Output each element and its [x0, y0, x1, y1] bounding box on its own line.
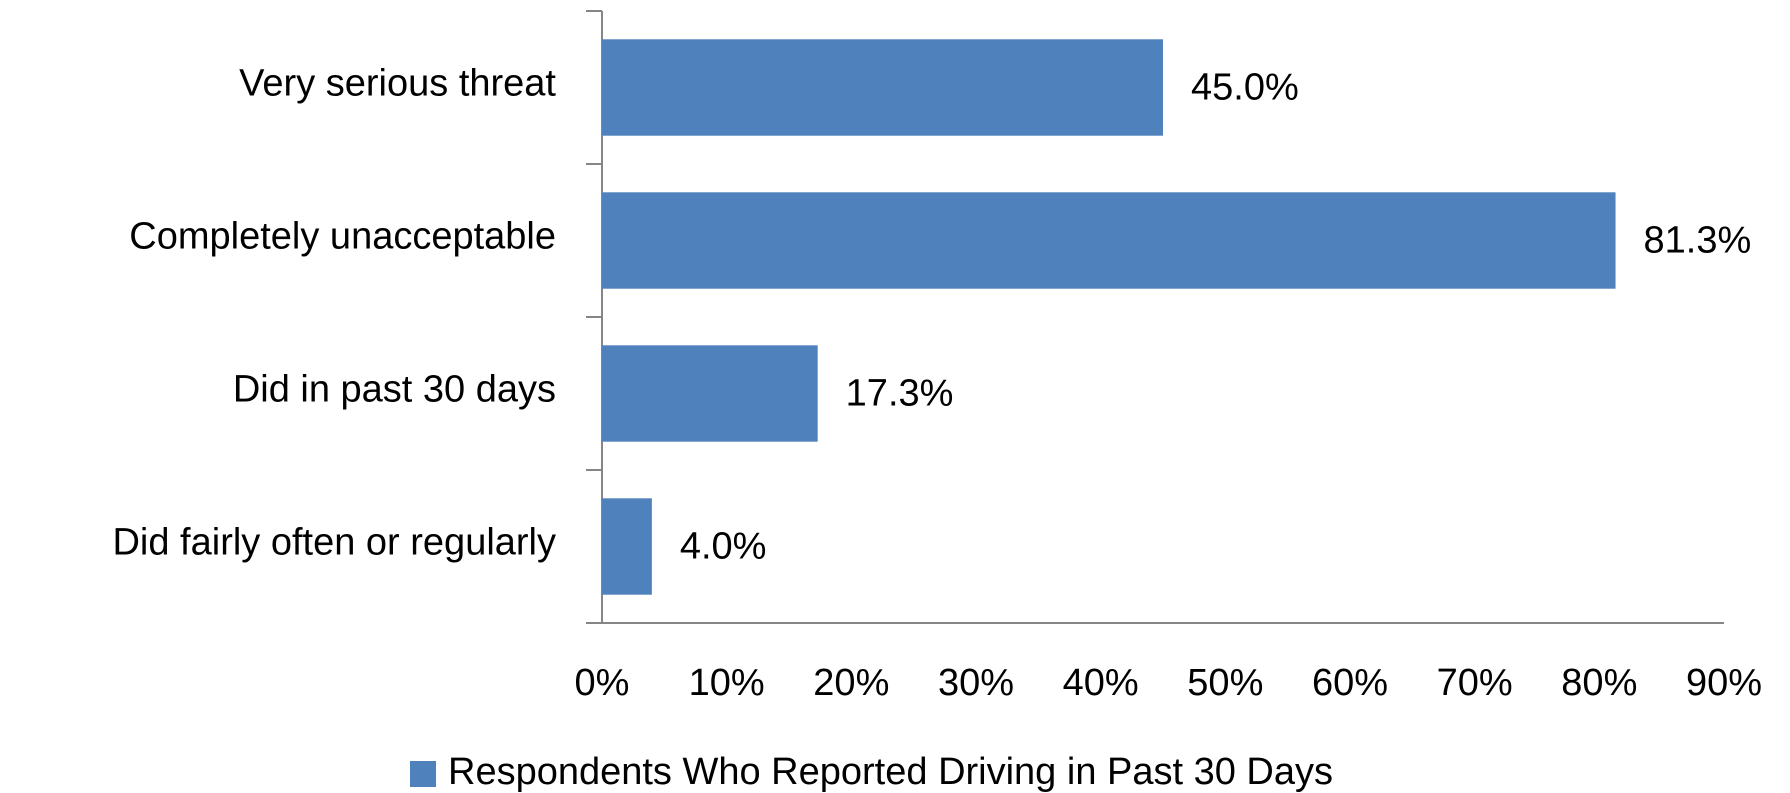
x-tick-label: 90% [1686, 662, 1762, 704]
data-label: 81.3% [1644, 220, 1752, 262]
bar [602, 192, 1616, 289]
bar [602, 498, 652, 595]
x-tick-label: 60% [1312, 662, 1388, 704]
y-tick-label: Did fairly often or regularly [112, 522, 556, 564]
y-tick-label: Very serious threat [239, 63, 556, 105]
data-label: 17.3% [846, 373, 954, 415]
bar [602, 345, 818, 442]
x-tick-label: 0% [575, 662, 630, 704]
x-tick-label: 30% [938, 662, 1014, 704]
legend-swatch [410, 761, 436, 787]
x-tick-label: 80% [1561, 662, 1637, 704]
x-tick-label: 70% [1437, 662, 1513, 704]
x-tick-label: 20% [813, 662, 889, 704]
y-tick-label: Completely unacceptable [129, 216, 556, 258]
x-tick-label: 40% [1063, 662, 1139, 704]
y-tick-label: Did in past 30 days [233, 369, 556, 411]
data-label: 4.0% [680, 526, 767, 568]
bar [602, 39, 1163, 136]
data-label: 45.0% [1191, 67, 1299, 109]
x-tick-label: 50% [1187, 662, 1263, 704]
x-tick-label: 10% [689, 662, 765, 704]
legend-label: Respondents Who Reported Driving in Past… [448, 751, 1333, 793]
